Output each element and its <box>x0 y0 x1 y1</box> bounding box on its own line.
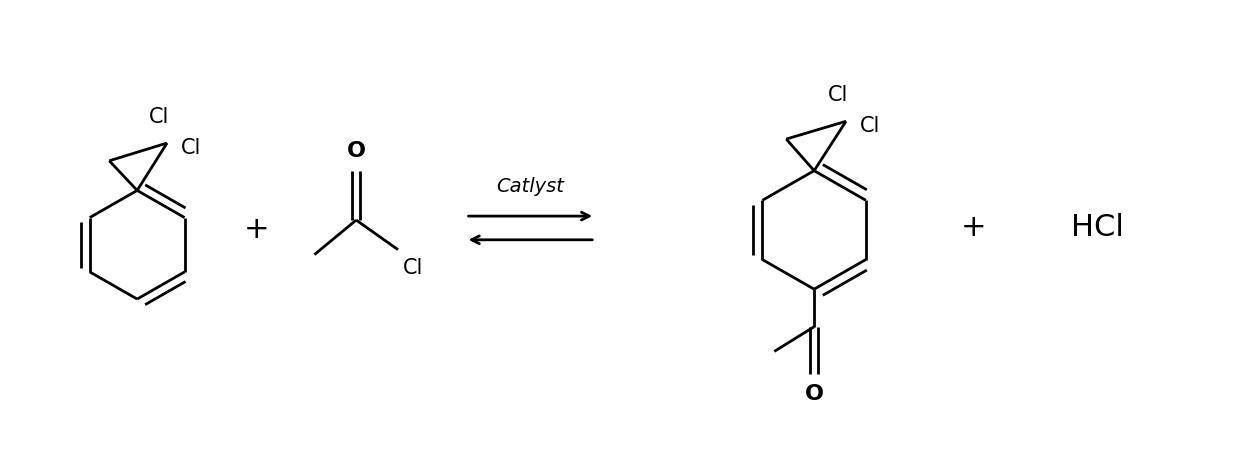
Text: O: O <box>805 384 823 404</box>
Text: Cl: Cl <box>859 116 880 136</box>
Text: Cl: Cl <box>149 107 170 127</box>
Text: Catlyst: Catlyst <box>496 177 564 196</box>
Text: Cl: Cl <box>181 138 201 158</box>
Text: Cl: Cl <box>403 257 423 278</box>
Text: Cl: Cl <box>828 86 848 105</box>
Text: HCl: HCl <box>1071 213 1125 243</box>
Text: +: + <box>244 216 269 244</box>
Text: +: + <box>961 213 986 243</box>
Text: O: O <box>347 141 366 161</box>
